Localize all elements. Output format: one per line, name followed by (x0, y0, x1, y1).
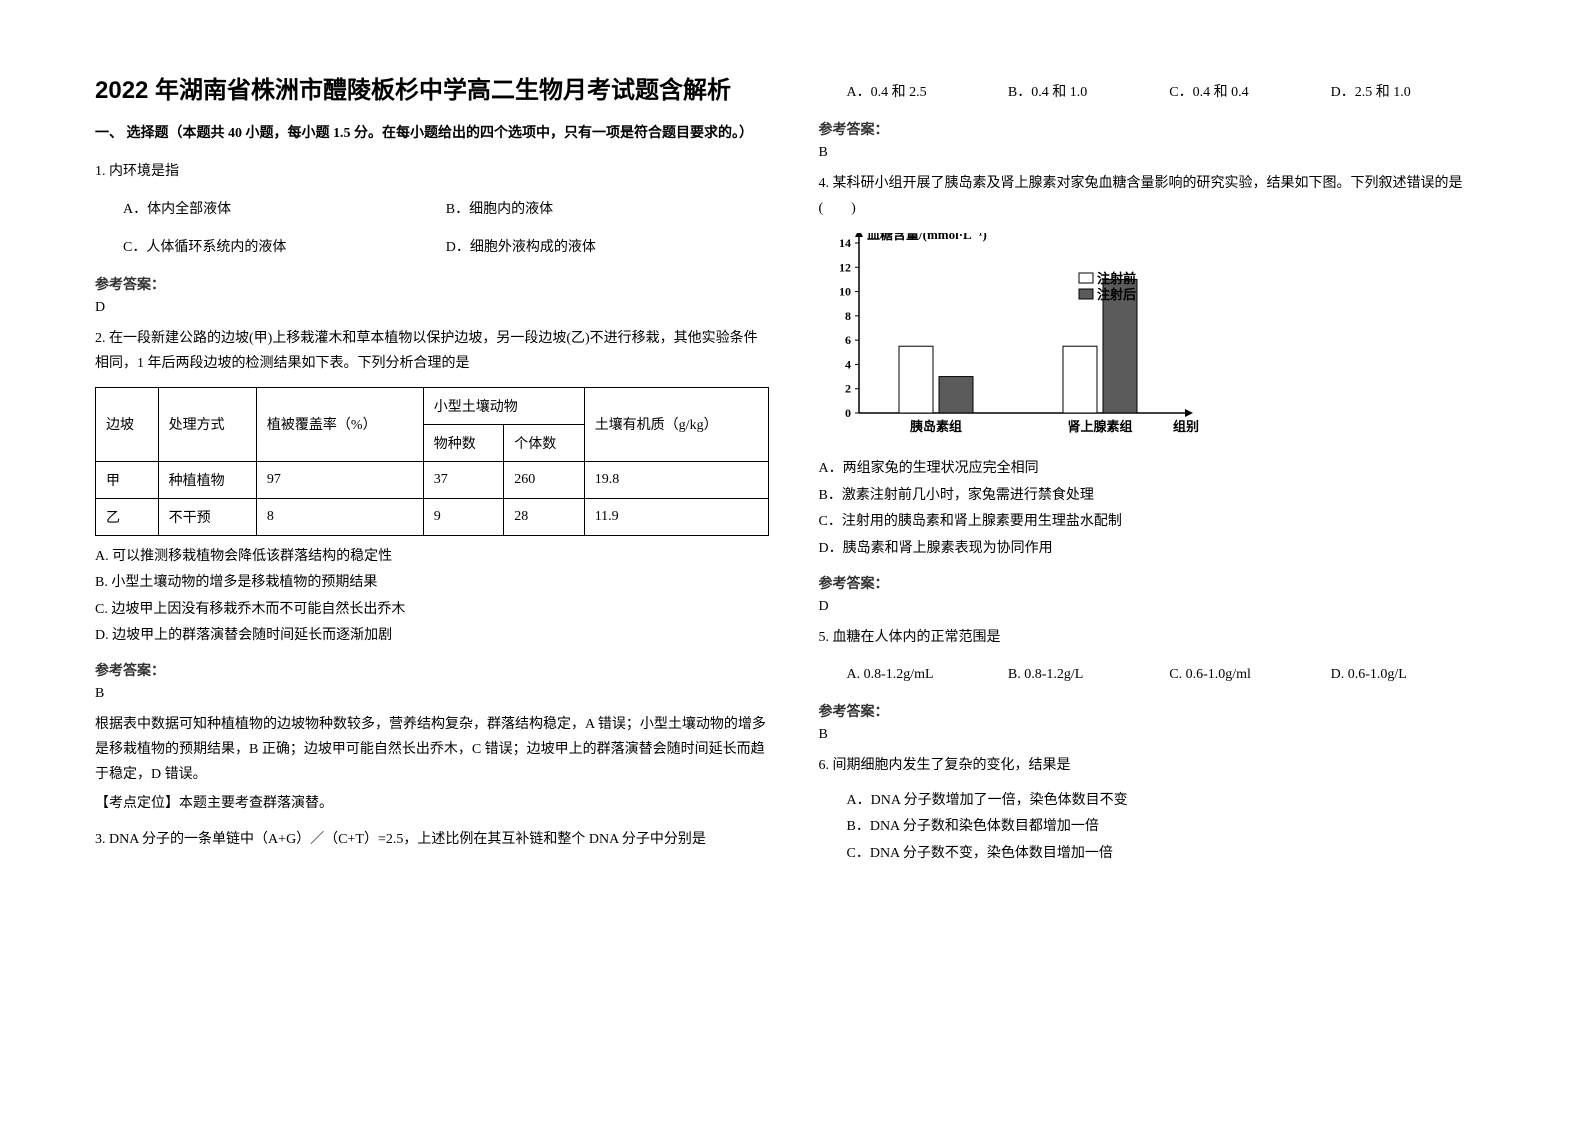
q2-stem: 2. 在一段新建公路的边坡(甲)上移栽灌木和草本植物以保护边坡，另一段边坡(乙)… (95, 326, 769, 376)
q2-opt-b: B. 小型土壤动物的增多是移栽植物的预期结果 (95, 570, 769, 597)
q3-opt-b: B．0.4 和 1.0 (1008, 78, 1169, 109)
q2-opt-a: A. 可以推测移栽植物会降低该群落结构的稳定性 (95, 544, 769, 571)
th-count: 个体数 (504, 424, 584, 461)
q2-answer-label: 参考答案： (95, 660, 769, 680)
q4-options: A．两组家兔的生理状况应完全相同 B．激素注射前几小时，家兔需进行禁食处理 C．… (819, 456, 1493, 562)
q2-table: 边坡 处理方式 植被覆盖率（%） 小型土壤动物 土壤有机质（g/kg） 物种数 … (95, 387, 769, 536)
svg-text:14: 14 (839, 236, 851, 250)
cell: 97 (256, 461, 423, 498)
q6-stem: 6. 间期细胞内发生了复杂的变化，结果是 (819, 753, 1493, 778)
th-animals: 小型土壤动物 (423, 387, 584, 424)
q5-options: A. 0.8-1.2g/mL B. 0.8-1.2g/L C. 0.6-1.0g… (819, 660, 1493, 691)
q3-opt-d: D．2.5 和 1.0 (1331, 78, 1492, 109)
th-organic: 土壤有机质（g/kg） (584, 387, 768, 461)
q1-options-row2: C．人体循环系统内的液体 D．细胞外液构成的液体 (95, 233, 769, 264)
q3-options: A．0.4 和 2.5 B．0.4 和 1.0 C．0.4 和 0.4 D．2.… (819, 78, 1493, 109)
q3-answer: B (819, 145, 1493, 161)
q2-options: A. 可以推测移栽植物会降低该群落结构的稳定性 B. 小型土壤动物的增多是移栽植… (95, 544, 769, 650)
svg-text:8: 8 (845, 309, 851, 323)
cell: 9 (423, 498, 503, 535)
svg-text:肾上腺素组: 肾上腺素组 (1067, 419, 1132, 434)
cell: 8 (256, 498, 423, 535)
svg-text:4: 4 (845, 358, 851, 372)
q1-opt-c: C．人体循环系统内的液体 (123, 233, 446, 264)
table-row: 边坡 处理方式 植被覆盖率（%） 小型土壤动物 土壤有机质（g/kg） (96, 387, 769, 424)
q1-opt-d: D．细胞外液构成的液体 (446, 233, 769, 264)
q5-opt-b: B. 0.8-1.2g/L (1008, 660, 1169, 691)
q6-opt-a: A．DNA 分子数增加了一倍，染色体数目不变 (847, 788, 1493, 815)
q4-answer: D (819, 599, 1493, 615)
svg-text:12: 12 (839, 260, 851, 274)
right-column: A．0.4 和 2.5 B．0.4 和 1.0 C．0.4 和 0.4 D．2.… (819, 70, 1493, 1052)
q6-options: A．DNA 分子数增加了一倍，染色体数目不变 B．DNA 分子数和染色体数目都增… (819, 788, 1493, 868)
q5-opt-d: D. 0.6-1.0g/L (1331, 660, 1492, 691)
q1-opt-b: B．细胞内的液体 (446, 195, 769, 226)
th-method: 处理方式 (158, 387, 256, 461)
q2-explanation-2: 【考点定位】本题主要考查群落演替。 (95, 791, 769, 816)
table-row: 甲 种植植物 97 37 260 19.8 (96, 461, 769, 498)
cell: 11.9 (584, 498, 768, 535)
svg-text:组别: 组别 (1173, 419, 1199, 434)
q3-opt-a: A．0.4 和 2.5 (847, 78, 1008, 109)
cell: 28 (504, 498, 584, 535)
q4-answer-label: 参考答案： (819, 573, 1493, 593)
cell: 甲 (96, 461, 159, 498)
q2-explanation-1: 根据表中数据可知种植植物的边坡物种数较多，营养结构复杂，群落结构稳定，A 错误；… (95, 712, 769, 788)
exam-title: 2022 年湖南省株洲市醴陵板杉中学高二生物月考试题含解析 (95, 70, 769, 105)
q6-opt-b: B．DNA 分子数和染色体数目都增加一倍 (847, 814, 1493, 841)
cell: 19.8 (584, 461, 768, 498)
q1-answer-label: 参考答案： (95, 274, 769, 294)
svg-text:注射前: 注射前 (1097, 271, 1136, 286)
q4-opt-a: A．两组家兔的生理状况应完全相同 (819, 456, 1493, 483)
th-slope: 边坡 (96, 387, 159, 461)
q1-opt-a: A．体内全部液体 (123, 195, 446, 226)
svg-text:10: 10 (839, 285, 851, 299)
q5-opt-a: A. 0.8-1.2g/mL (847, 660, 1008, 691)
q2-answer: B (95, 686, 769, 702)
table-row: 乙 不干预 8 9 28 11.9 (96, 498, 769, 535)
q4-opt-d: D．胰岛素和肾上腺素表现为协同作用 (819, 536, 1493, 563)
th-cover: 植被覆盖率（%） (256, 387, 423, 461)
bar-chart-svg: 0 2 4 6 8 10 12 14 血糖含量/(mmol·L⁻¹) 胰岛素组 肾上腺素组 组别 注射前… (819, 233, 1239, 443)
q1-stem: 1. 内环境是指 (95, 159, 769, 184)
cell: 260 (504, 461, 584, 498)
q4-opt-b: B．激素注射前几小时，家兔需进行禁食处理 (819, 483, 1493, 510)
svg-text:注射后: 注射后 (1097, 287, 1136, 302)
cell: 种植植物 (158, 461, 256, 498)
svg-text:2: 2 (845, 382, 851, 396)
th-species: 物种数 (423, 424, 503, 461)
q3-stem: 3. DNA 分子的一条单链中（A+G）／（C+T）=2.5，上述比例在其互补链… (95, 827, 769, 852)
q4-chart: 0 2 4 6 8 10 12 14 血糖含量/(mmol·L⁻¹) 胰岛素组 肾上腺素组 组别 注射前… (819, 233, 1493, 448)
svg-text:血糖含量/(mmol·L⁻¹): 血糖含量/(mmol·L⁻¹) (867, 233, 987, 242)
q2-opt-c: C. 边坡甲上因没有移栽乔木而不可能自然长出乔木 (95, 597, 769, 624)
q5-answer-label: 参考答案： (819, 701, 1493, 721)
cell: 不干预 (158, 498, 256, 535)
cell: 乙 (96, 498, 159, 535)
left-column: 2022 年湖南省株洲市醴陵板杉中学高二生物月考试题含解析 一、 选择题（本题共… (95, 70, 769, 1052)
q5-answer: B (819, 727, 1493, 743)
q5-stem: 5. 血糖在人体内的正常范围是 (819, 625, 1493, 650)
q2-opt-d: D. 边坡甲上的群落演替会随时间延长而逐渐加剧 (95, 623, 769, 650)
q1-answer: D (95, 300, 769, 316)
q4-stem: 4. 某科研小组开展了胰岛素及肾上腺素对家兔血糖含量影响的研究实验，结果如下图。… (819, 171, 1493, 221)
svg-text:0: 0 (845, 406, 851, 420)
cell: 37 (423, 461, 503, 498)
svg-text:6: 6 (845, 333, 851, 347)
section-heading: 一、 选择题（本题共 40 小题，每小题 1.5 分。在每小题给出的四个选项中，… (95, 123, 769, 145)
q3-answer-label: 参考答案： (819, 119, 1493, 139)
q5-opt-c: C. 0.6-1.0g/ml (1169, 660, 1330, 691)
svg-text:胰岛素组: 胰岛素组 (909, 419, 961, 434)
q4-opt-c: C．注射用的胰岛素和肾上腺素要用生理盐水配制 (819, 509, 1493, 536)
q1-options-row1: A．体内全部液体 B．细胞内的液体 (95, 195, 769, 226)
q3-opt-c: C．0.4 和 0.4 (1169, 78, 1330, 109)
q6-opt-c: C．DNA 分子数不变，染色体数目增加一倍 (847, 841, 1493, 868)
